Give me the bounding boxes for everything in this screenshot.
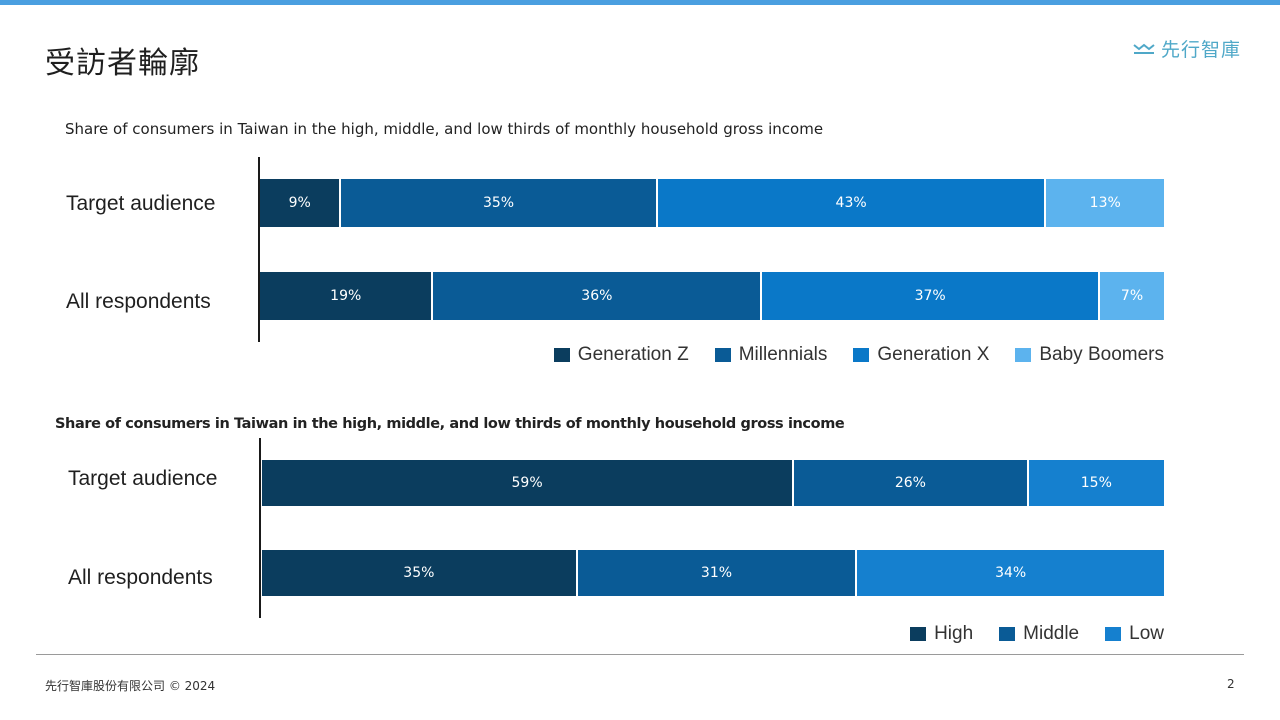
logo-text: 先行智庫	[1161, 39, 1242, 61]
data-label: 35%	[403, 565, 435, 581]
bar-segment-high-all: 35%	[262, 550, 576, 596]
bar-segment-generation-x-all: 37%	[762, 272, 1099, 320]
data-label: 9%	[288, 195, 311, 211]
data-label: 7%	[1120, 288, 1144, 304]
legend-label: Millennials	[738, 344, 828, 365]
row-label-all-respondents: All respondents	[66, 290, 211, 313]
legend-swatch	[1015, 348, 1032, 362]
legend-swatch	[853, 348, 870, 362]
footer-divider	[36, 654, 1244, 655]
data-label: 26%	[894, 475, 926, 491]
legend-item-generation-z: Generation Z	[553, 344, 689, 366]
company-logo: 先行智庫	[1133, 35, 1241, 62]
logo-mountain-icon	[1133, 43, 1155, 54]
data-label: 31%	[700, 565, 733, 581]
legend-label: Generation Z	[577, 344, 689, 365]
footer-copyright: 先行智庫股份有限公司 © 2024	[45, 679, 216, 693]
bar-segment-low-all: 34%	[857, 550, 1164, 596]
data-label: 15%	[1080, 475, 1112, 491]
legend-swatch	[714, 348, 731, 362]
bar-segment-high-target: 59%	[262, 460, 793, 506]
bar-segment-millennials-target: 35%	[341, 179, 656, 227]
bar-segment-middle-target: 26%	[794, 460, 1027, 506]
data-label: 37%	[914, 288, 946, 304]
row-label-all-respondents-2: All respondents	[68, 566, 213, 589]
data-label: 36%	[581, 288, 613, 304]
chart-subtitle-income: Share of consumers in Taiwan in the high…	[55, 416, 845, 432]
bar-segment-generation-z-all: 19%	[260, 272, 432, 320]
legend-item-low: Low	[1105, 623, 1164, 645]
page-title: 受訪者輪廓	[45, 46, 200, 81]
bar-segment-generation-x-target: 43%	[657, 179, 1045, 227]
legend-label: Baby Boomers	[1039, 344, 1164, 365]
legend-item-baby-boomers: Baby Boomers	[1015, 344, 1164, 366]
bar-segment-generation-z-target: 9%	[260, 179, 340, 227]
data-label: 59%	[511, 475, 543, 491]
bar-segment-baby-boomers-target: 13%	[1046, 179, 1164, 227]
legend-item-millennials: Millennials	[714, 344, 828, 366]
page-number: 2	[1227, 677, 1235, 691]
data-label: 19%	[330, 288, 362, 304]
bar-segment-low-target: 15%	[1028, 460, 1164, 506]
legend-item-high: High	[910, 623, 973, 645]
bar-segment-middle-all: 31%	[577, 550, 856, 596]
chart-subtitle-age: Share of consumers in Taiwan in the high…	[65, 120, 824, 138]
data-label: 13%	[1089, 195, 1121, 211]
data-label: 34%	[995, 565, 1027, 581]
bar-segment-millennials-all: 36%	[433, 272, 761, 320]
legend-item-middle: Middle	[999, 623, 1079, 645]
legend-swatch	[1105, 627, 1122, 641]
bar-segment-baby-boomers-all: 7%	[1100, 272, 1164, 320]
row-label-target-audience: Target audience	[66, 192, 216, 215]
chart1-axis-line	[258, 157, 260, 342]
chart1-legend: Generation Z Millennials Generation X Baby …	[553, 344, 1164, 366]
chart2-axis-line	[259, 438, 261, 618]
legend-swatch	[553, 348, 570, 362]
legend-label: Generation X	[877, 344, 990, 365]
legend-item-generation-x: Generation X	[853, 344, 989, 366]
data-label: 43%	[835, 195, 867, 211]
data-label: 35%	[482, 195, 515, 211]
legend-label: Low	[1129, 623, 1164, 644]
legend-swatch	[999, 627, 1016, 641]
legend-label: High	[934, 623, 974, 644]
top-accent-bar	[0, 0, 1280, 5]
legend-label: Middle	[1023, 623, 1080, 644]
chart2-legend: High Middle Low	[910, 623, 1164, 645]
legend-swatch	[910, 627, 927, 641]
row-label-target-audience-2: Target audience	[68, 467, 218, 490]
